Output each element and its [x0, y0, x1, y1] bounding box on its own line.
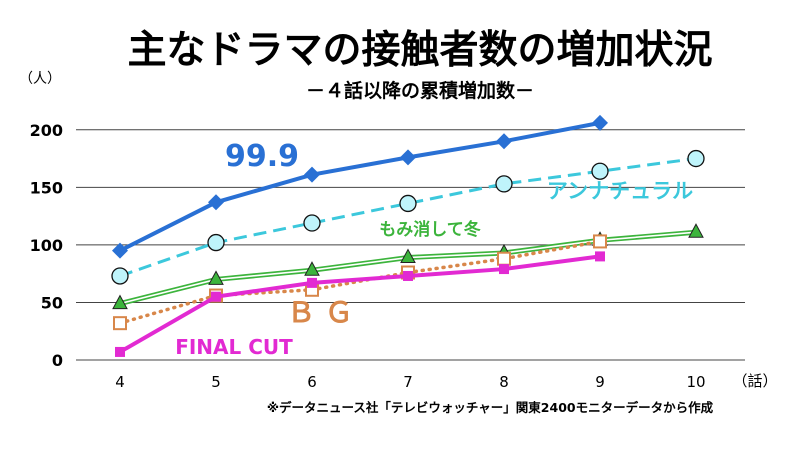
y-tick-label: 50 — [41, 293, 63, 312]
x-axis-label: （話） — [732, 372, 777, 390]
data-point — [303, 214, 321, 232]
x-tick-label: 5 — [211, 373, 221, 391]
data-point — [496, 133, 512, 150]
data-point — [115, 346, 125, 357]
data-point — [113, 316, 127, 331]
y-tick-label: 150 — [30, 178, 63, 197]
data-point — [495, 175, 513, 193]
source-note: ※データニュース社「テレビウォッチャー」関東2400モニターデータから作成 — [267, 400, 714, 415]
data-point — [111, 267, 129, 285]
data-point — [399, 194, 417, 213]
x-axis-ticks: 4 5 6 7 8 9 10 — [115, 373, 705, 391]
chart-title: 主なドラマの接触者数の増加状況 — [127, 28, 712, 73]
x-tick-label: 9 — [595, 373, 605, 391]
data-point — [595, 251, 605, 262]
y-axis-ticks: 0 50 100 150 200 — [30, 121, 63, 370]
data-point — [593, 234, 607, 249]
data-point — [497, 251, 511, 266]
series-line — [119, 120, 601, 253]
series-label: アンナチュラル — [547, 179, 693, 203]
data-point — [207, 233, 225, 252]
series-0 — [112, 114, 608, 259]
data-point — [591, 162, 609, 180]
data-point — [211, 291, 221, 302]
series-4 — [115, 251, 605, 357]
series-label: FINAL CUT — [175, 335, 293, 359]
series-group — [111, 114, 705, 357]
data-point — [112, 242, 128, 259]
series-label: 99.9 — [225, 139, 299, 174]
data-point — [208, 270, 224, 285]
data-point — [304, 261, 320, 276]
data-point — [307, 277, 317, 288]
data-point — [304, 166, 320, 183]
series-label: もみ消して冬 — [379, 219, 481, 240]
x-tick-label: 4 — [115, 373, 125, 391]
data-point — [592, 114, 608, 131]
x-tick-label: 10 — [686, 373, 705, 391]
data-point — [403, 270, 413, 281]
data-point — [112, 294, 128, 310]
data-point — [688, 223, 704, 238]
data-point — [499, 264, 509, 275]
y-axis-label: （人） — [19, 71, 61, 87]
series-label: Ｂ Ｇ — [287, 296, 353, 329]
data-point — [208, 194, 224, 211]
y-tick-label: 0 — [52, 351, 63, 370]
x-tick-label: 6 — [307, 373, 317, 391]
grid — [76, 129, 745, 361]
series-1 — [111, 149, 705, 285]
y-tick-label: 200 — [30, 121, 63, 140]
data-point — [400, 248, 416, 264]
y-tick-label: 100 — [30, 236, 63, 255]
data-point — [687, 149, 705, 168]
chart-subtitle: －４話以降の累積増加数－ — [306, 79, 534, 102]
series-line — [119, 254, 601, 354]
x-tick-label: 7 — [403, 373, 413, 391]
data-point — [400, 149, 416, 166]
x-tick-label: 8 — [499, 373, 509, 391]
